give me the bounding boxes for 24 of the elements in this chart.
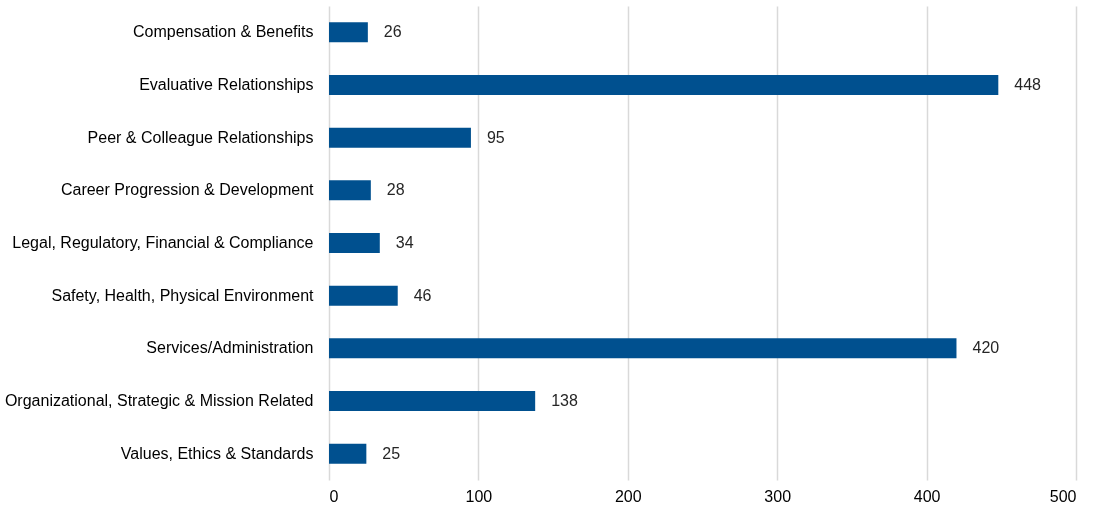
data-label: 46	[413, 286, 432, 304]
data-label: 34	[395, 234, 414, 251]
y-tick-label: Values, Ethics & Standards	[120, 444, 314, 462]
y-tick-label: Services/Administration	[146, 339, 314, 357]
y-tick-label: Legal, Regulatory, Financial & Compliance	[12, 234, 314, 251]
data-label: 448	[1014, 76, 1042, 93]
data-label: 95	[486, 128, 505, 146]
x-tick-label: 200	[614, 487, 642, 505]
data-label: 25	[382, 444, 401, 462]
y-tick-label: Compensation & Benefits	[132, 23, 314, 41]
y-tick-label: Safety, Health, Physical Environment	[51, 286, 315, 304]
x-tick-label: 400	[913, 487, 941, 505]
x-tick-label: 0	[329, 487, 339, 505]
y-tick-label: Career Progression & Development	[60, 181, 315, 199]
x-tick-label: 100	[465, 487, 493, 505]
x-tick-label: 500	[1049, 487, 1077, 505]
y-tick-label: Evaluative Relationships	[139, 76, 314, 93]
data-label: 138	[551, 392, 578, 409]
data-label: 28	[386, 181, 405, 199]
y-tick-label: Organizational, Strategic & Mission Related	[4, 392, 314, 409]
data-label: 26	[383, 23, 402, 41]
y-tick-label: Peer & Colleague Relationships	[87, 128, 314, 146]
x-tick-label: 300	[764, 487, 792, 505]
data-label: 420	[972, 339, 1000, 357]
